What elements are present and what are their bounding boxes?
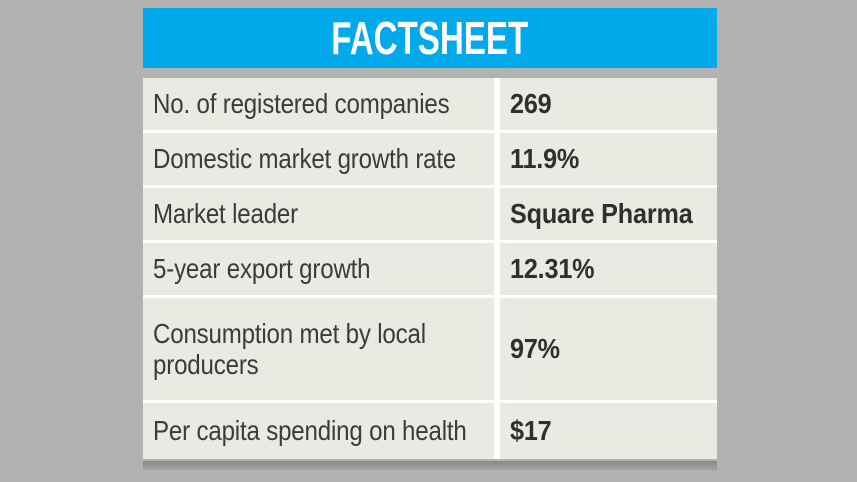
table-row: No. of registered companies 269 — [143, 78, 717, 130]
factsheet-rows: No. of registered companies 269 Domestic… — [143, 78, 717, 459]
row-value: 97% — [510, 333, 560, 365]
row-value-cell: 12.31% — [500, 243, 717, 295]
factsheet-title: FACTSHEET — [331, 12, 529, 64]
row-label: Per capita spending on health — [153, 415, 467, 447]
row-value: 12.31% — [510, 253, 595, 285]
row-label: Market leader — [153, 198, 298, 230]
row-label-cell: No. of registered companies — [143, 78, 494, 130]
row-label: No. of registered companies — [153, 88, 450, 120]
row-label: 5-year export growth — [153, 253, 371, 285]
factsheet-title-bar: FACTSHEET — [143, 8, 717, 68]
row-value-cell: 97% — [500, 298, 717, 400]
table-row: Consumption met by local producers 97% — [143, 298, 717, 400]
row-label-cell: Consumption met by local producers — [143, 298, 494, 400]
table-row: Domestic market growth rate 11.9% — [143, 133, 717, 185]
row-label: Domestic market growth rate — [153, 143, 457, 175]
row-value-cell: 269 — [500, 78, 717, 130]
row-label-cell: Per capita spending on health — [143, 403, 494, 459]
row-value: $17 — [510, 415, 552, 447]
table-row: Per capita spending on health $17 — [143, 403, 717, 459]
row-value-cell: Square Pharma — [500, 188, 717, 240]
row-value: Square Pharma — [510, 198, 693, 230]
row-value-cell: 11.9% — [500, 133, 717, 185]
row-value: 269 — [510, 88, 552, 120]
row-label-cell: Domestic market growth rate — [143, 133, 494, 185]
table-row: 5-year export growth 12.31% — [143, 243, 717, 295]
table-row: Market leader Square Pharma — [143, 188, 717, 240]
table-bottom-shadow — [143, 461, 717, 470]
row-label-cell: Market leader — [143, 188, 494, 240]
row-value-cell: $17 — [500, 403, 717, 459]
row-value: 11.9% — [510, 143, 580, 175]
factsheet-table: FACTSHEET No. of registered companies 26… — [143, 8, 717, 470]
row-label-cell: 5-year export growth — [143, 243, 494, 295]
row-label: Consumption met by local producers — [153, 317, 426, 380]
